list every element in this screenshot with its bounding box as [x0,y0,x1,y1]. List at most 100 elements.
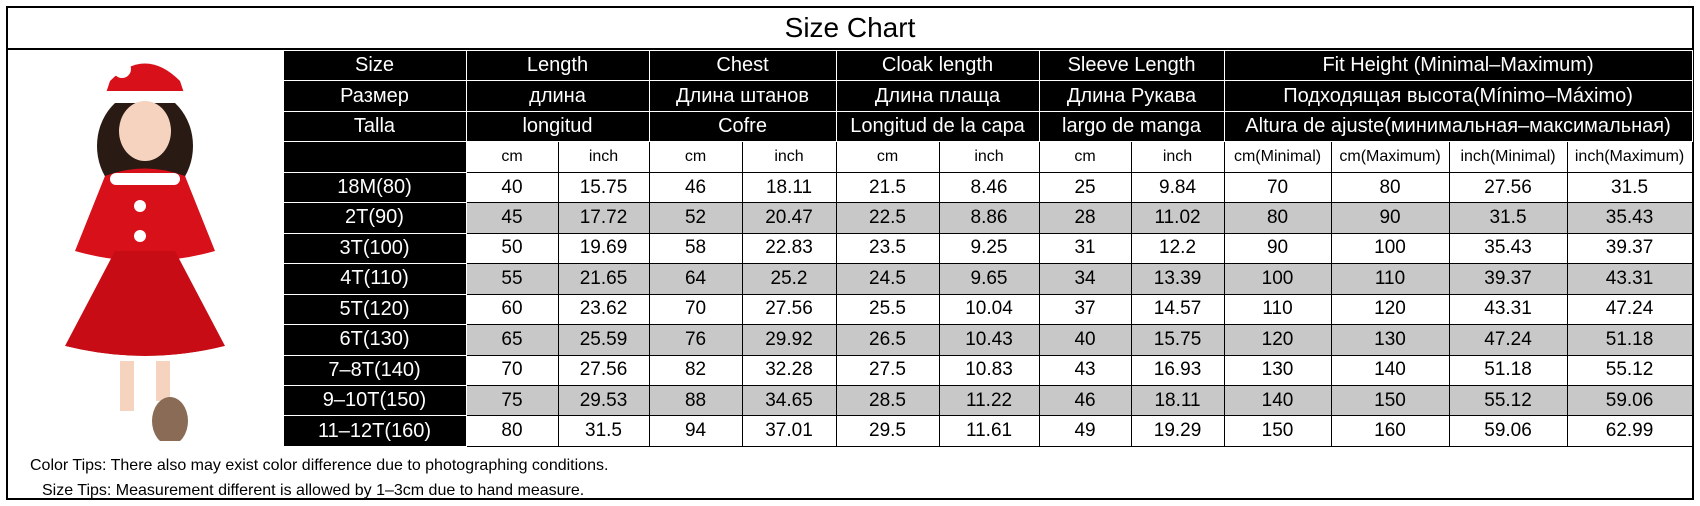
data-row: 18M(80) 40 15.75 46 18.11 21.5 8.46 25 9.84 70 80 2… [8,171,1693,204]
value-cell: 94 [648,415,743,447]
value-cell: 35.43 [1566,202,1693,234]
unit-cell: inch [1130,141,1225,173]
value-cell: 120 [1223,324,1332,356]
value-cell: 39.37 [1448,263,1568,295]
header-cell: Длина Рукава [1038,80,1225,112]
value-cell: 10.83 [938,354,1040,386]
value-cell: 25 [1038,171,1132,204]
value-cell: 14.57 [1130,293,1225,326]
unit-cell: inch [938,141,1040,173]
value-cell: 39.37 [1566,232,1693,265]
value-cell: 58 [648,232,743,265]
unit-cell: cm(Minimal) [1223,141,1332,173]
value-cell: 150 [1223,415,1332,447]
header-row: Talla longitud Cofre Longitud de la capa lar… [8,110,1693,143]
value-cell: 8.46 [938,171,1040,204]
value-cell: 17.72 [557,202,650,234]
size-cell: 18M(80) [282,171,467,204]
header-cell: Size [282,49,467,82]
value-cell: 50 [465,232,559,265]
value-cell: 88 [648,384,743,417]
value-cell: 43.31 [1566,263,1693,295]
value-cell: 47.24 [1448,324,1568,356]
value-cell: 32.28 [741,354,837,386]
value-cell: 55.12 [1448,384,1568,417]
header-cell: Размер [282,80,467,112]
value-cell: 28.5 [835,384,940,417]
unit-cell: cm [835,141,940,173]
value-cell: 21.65 [557,263,650,295]
value-cell: 80 [1223,202,1332,234]
note: Color Tips: There also may exist color d… [30,457,609,474]
value-cell: 27.56 [741,293,837,326]
unit-cell: cm(Maximum) [1330,141,1450,173]
value-cell: 26.5 [835,324,940,356]
unit-cell: inch [741,141,837,173]
value-cell: 70 [465,354,559,386]
data-row: 9–10T(150) 75 29.53 88 34.65 28.5 11.22 46 18.11… [8,384,1693,417]
value-cell: 100 [1223,263,1332,295]
value-cell: 25.59 [557,324,650,356]
note: Size Tips: Measurement different is allo… [42,482,585,499]
value-cell: 12.2 [1130,232,1225,265]
value-cell: 20.47 [741,202,837,234]
unit-cell: inch(Minimal) [1448,141,1568,173]
header-cell: Chest [648,49,837,82]
size-cell: 3T(100) [282,232,467,265]
data-row: 2T(90) 45 17.72 52 20.47 22.5 8.86 28 11.02 80 90 3… [8,202,1693,234]
value-cell: 80 [465,415,559,447]
value-cell: 29.53 [557,384,650,417]
header-cell: Talla [282,110,467,143]
size-cell: 7–8T(140) [282,354,467,386]
value-cell: 34 [1038,263,1132,295]
value-cell: 28 [1038,202,1132,234]
data-row: 4T(110) 55 21.65 64 25.2 24.5 9.65 34 13.39 100 11… [8,263,1693,295]
value-cell: 150 [1330,384,1450,417]
value-cell: 160 [1330,415,1450,447]
value-cell: 51.18 [1448,354,1568,386]
value-cell: 31 [1038,232,1132,265]
data-row: 5T(120) 60 23.62 70 27.56 25.5 10.04 37 14.57 110… [8,293,1693,326]
header-cell: longitud [465,110,650,143]
value-cell: 60 [465,293,559,326]
data-row: 6T(130) 65 25.59 76 29.92 26.5 10.43 40 15.75 120… [8,324,1693,356]
value-cell: 35.43 [1448,232,1568,265]
value-cell: 37 [1038,293,1132,326]
data-row: 3T(100) 50 19.69 58 22.83 23.5 9.25 31 12.2 90 100… [8,232,1693,265]
value-cell: 90 [1330,202,1450,234]
header-cell: Длина штанов [648,80,837,112]
header-cell: Cloak length [835,49,1040,82]
value-cell: 37.01 [741,415,837,447]
value-cell: 22.5 [835,202,940,234]
value-cell: 130 [1223,354,1332,386]
header-cell: Sleeve Length [1038,49,1225,82]
value-cell: 130 [1330,324,1450,356]
value-cell: 10.04 [938,293,1040,326]
value-cell: 110 [1330,263,1450,295]
value-cell: 120 [1330,293,1450,326]
value-cell: 31.5 [557,415,650,447]
value-cell: 49 [1038,415,1132,447]
value-cell: 65 [465,324,559,356]
value-cell: 110 [1223,293,1332,326]
value-cell: 23.62 [557,293,650,326]
value-cell: 23.5 [835,232,940,265]
header-cell: Cofre [648,110,837,143]
header-cell: Length [465,49,650,82]
value-cell: 29.5 [835,415,940,447]
value-cell: 64 [648,263,743,295]
value-cell: 75 [465,384,559,417]
header-cell: Altura de ajuste(минимальная–максимальна… [1223,110,1693,143]
header-cell: Longitud de la capa [835,110,1040,143]
unit-row: cm inch cm inch cm inch cm inch cm(Minimal) cm(Ma… [8,141,1693,173]
header-cell: Fit Height (Minimal–Maximum) [1223,49,1693,82]
value-cell: 10.43 [938,324,1040,356]
value-cell: 46 [648,171,743,204]
header-row: Размер длина Длина штанов Длина плаща Длина … [8,80,1693,112]
value-cell: 9.25 [938,232,1040,265]
value-cell: 51.18 [1566,324,1693,356]
header-cell: длина [465,80,650,112]
product-photo [8,50,283,447]
title: Size Chart [8,8,1692,50]
